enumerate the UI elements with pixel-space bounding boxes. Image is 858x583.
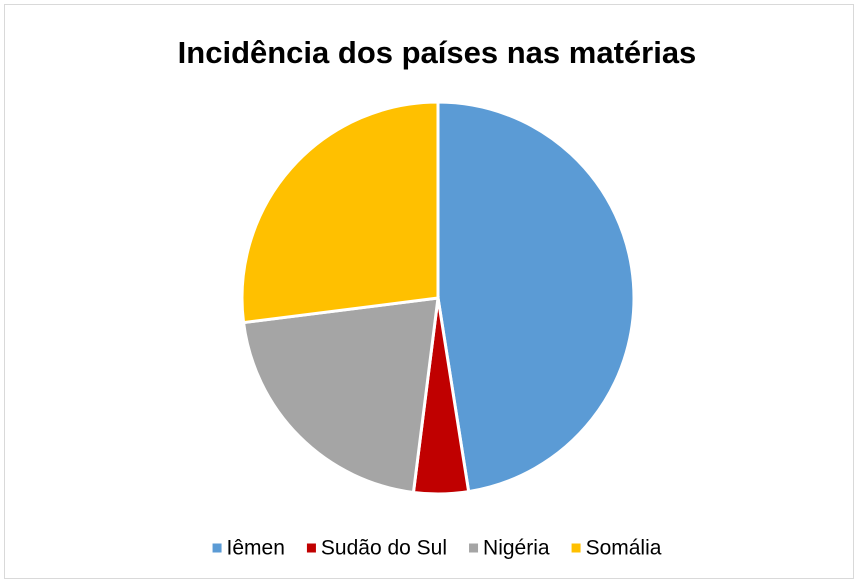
- pie-slice: [241, 296, 440, 495]
- legend-swatch: [469, 543, 479, 553]
- pie-slice: [436, 100, 636, 494]
- legend-label: Sudão do Sul: [321, 537, 447, 560]
- legend-swatch: [306, 543, 316, 553]
- legend-swatch: [212, 543, 222, 553]
- legend-swatch: [571, 543, 581, 553]
- chart-title: Incidência dos países nas matérias: [178, 35, 697, 70]
- legend-label: Somália: [586, 537, 662, 560]
- pie-slice: [240, 100, 440, 325]
- legend-label: Iêmen: [227, 537, 285, 560]
- legend-label: Nigéria: [483, 537, 550, 560]
